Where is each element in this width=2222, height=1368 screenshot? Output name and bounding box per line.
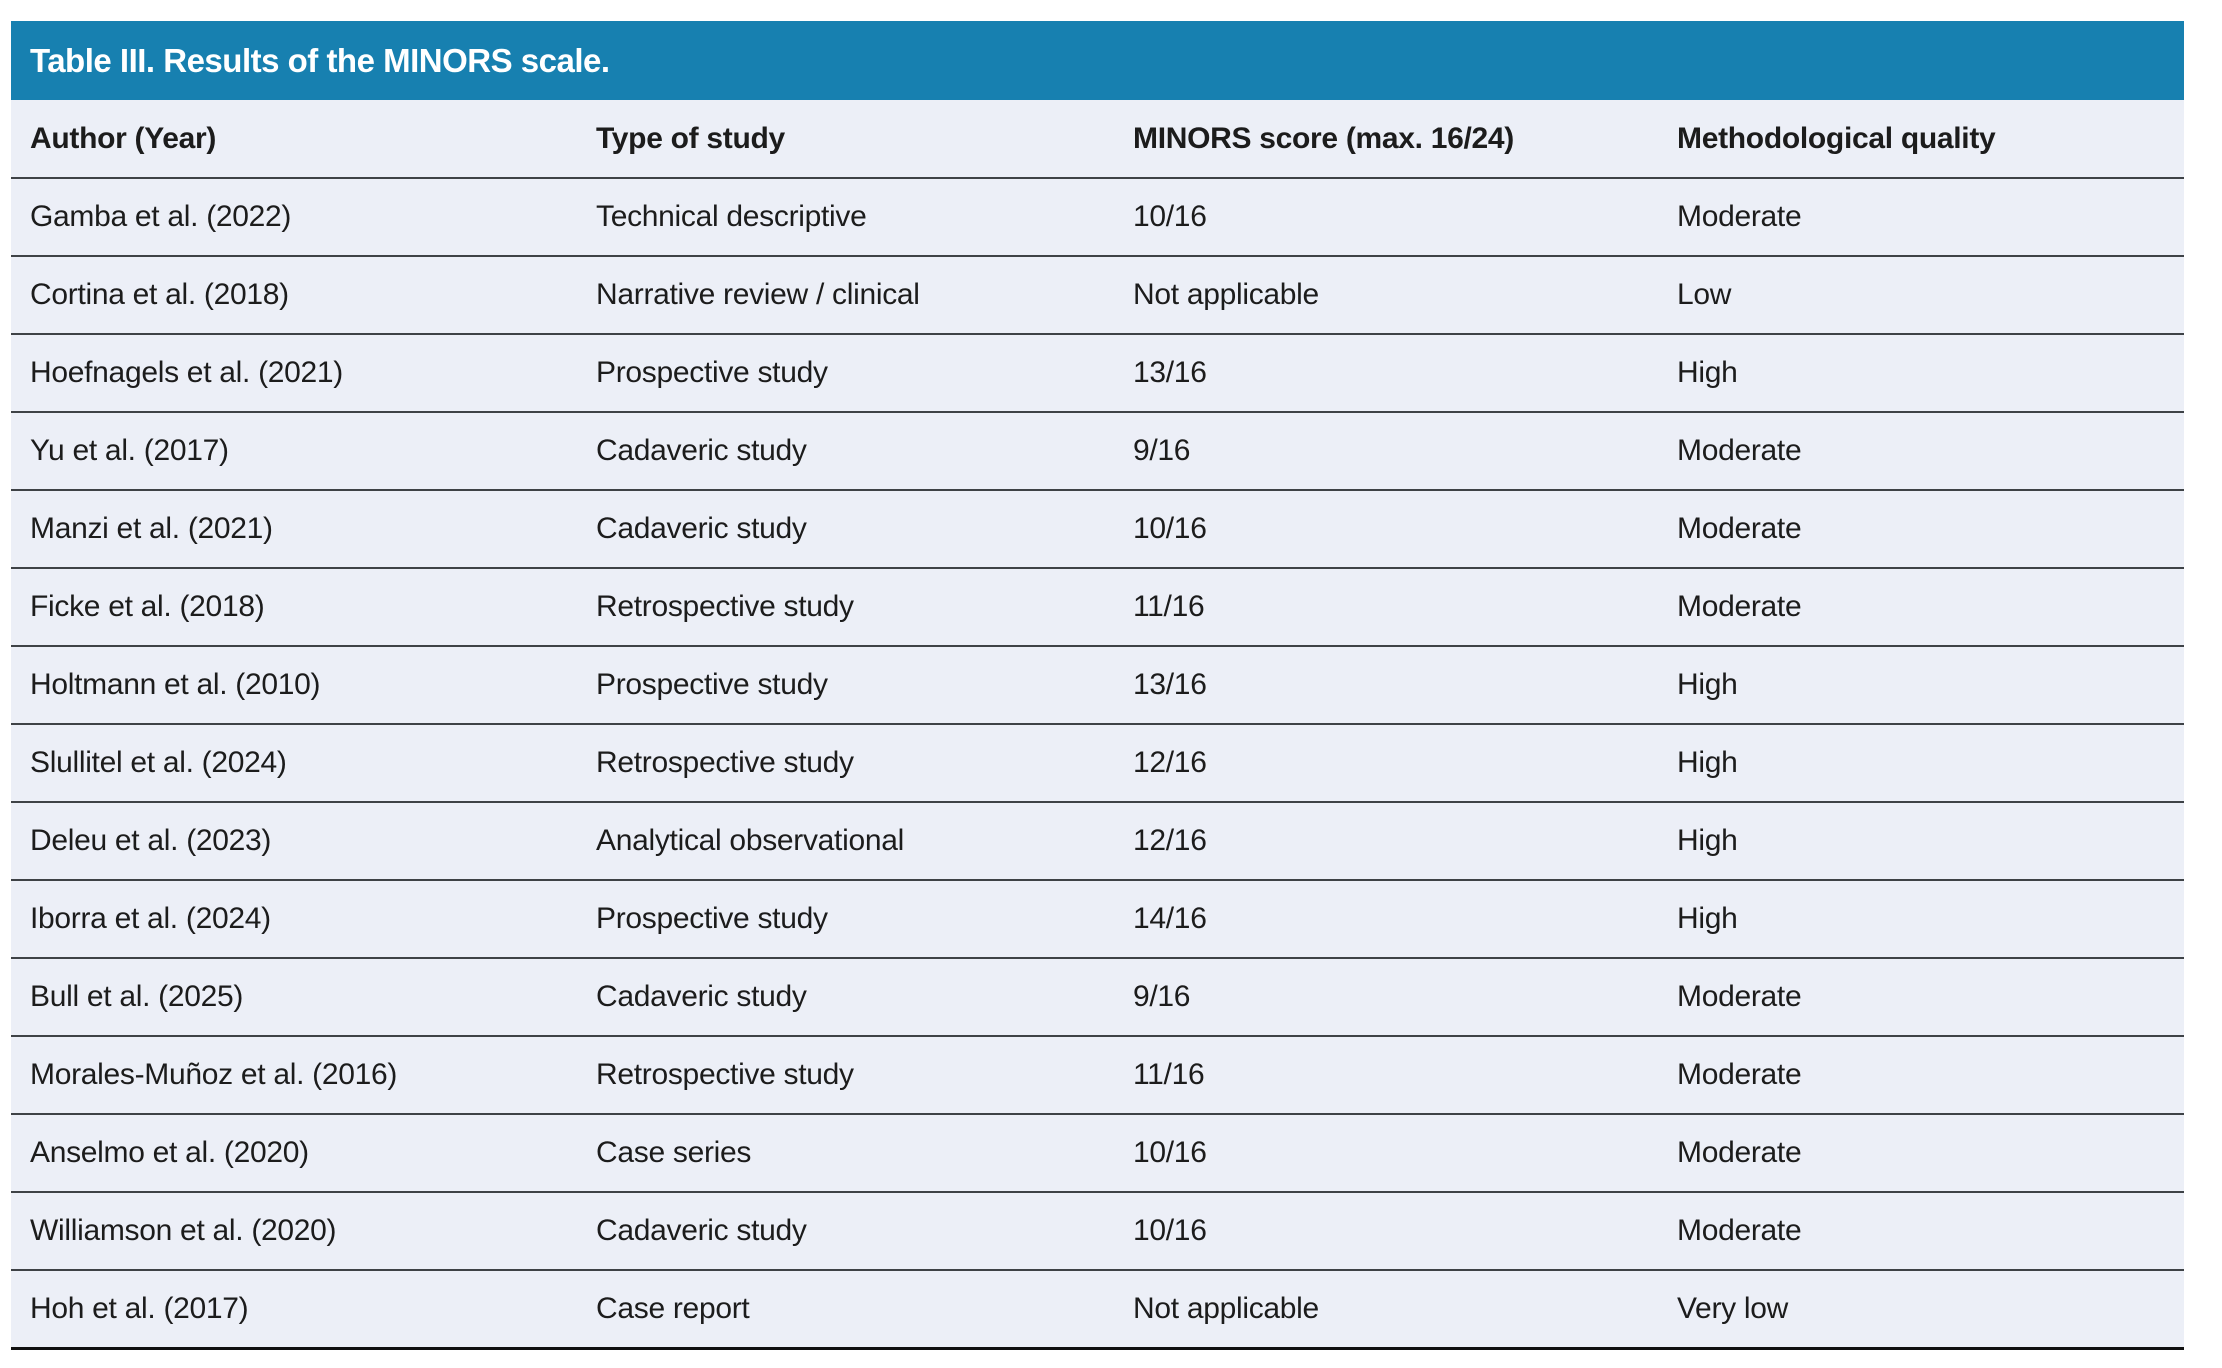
table-row: Cortina et al. (2018) Narrative review /…	[11, 256, 2184, 335]
cell-type: Technical descriptive	[581, 178, 1118, 257]
table-row: Ficke et al. (2018) Retrospective study …	[11, 568, 2184, 647]
cell-quality: Moderate	[1662, 412, 2184, 491]
cell-author: Slullitel et al. (2024)	[11, 724, 581, 803]
cell-quality: High	[1662, 724, 2184, 803]
column-header-score: MINORS score (max. 16/24)	[1118, 100, 1662, 179]
cell-quality: Very low	[1662, 1270, 2184, 1350]
column-header-type: Type of study	[581, 100, 1118, 179]
cell-author: Holtmann et al. (2010)	[11, 646, 581, 725]
cell-quality: High	[1662, 880, 2184, 959]
cell-score: 11/16	[1118, 1036, 1662, 1115]
cell-author: Manzi et al. (2021)	[11, 490, 581, 569]
cell-type: Retrospective study	[581, 724, 1118, 803]
cell-type: Case report	[581, 1270, 1118, 1350]
cell-quality: Moderate	[1662, 568, 2184, 647]
cell-author: Cortina et al. (2018)	[11, 256, 581, 335]
table-title: Table III. Results of the MINORS scale.	[30, 41, 610, 79]
cell-author: Anselmo et al. (2020)	[11, 1114, 581, 1193]
cell-type: Case series	[581, 1114, 1118, 1193]
cell-score: 13/16	[1118, 646, 1662, 725]
cell-score: 9/16	[1118, 958, 1662, 1037]
cell-author: Hoefnagels et al. (2021)	[11, 334, 581, 413]
table-row: Yu et al. (2017) Cadaveric study 9/16 Mo…	[11, 412, 2184, 491]
cell-quality: Low	[1662, 256, 2184, 335]
cell-author: Ficke et al. (2018)	[11, 568, 581, 647]
minors-table-figure: Table III. Results of the MINORS scale. …	[11, 21, 2184, 1350]
table-row: Hoefnagels et al. (2021) Prospective stu…	[11, 334, 2184, 413]
cell-author: Bull et al. (2025)	[11, 958, 581, 1037]
column-header-author: Author (Year)	[11, 100, 581, 179]
cell-score: Not applicable	[1118, 256, 1662, 335]
cell-quality: Moderate	[1662, 1114, 2184, 1193]
cell-type: Prospective study	[581, 646, 1118, 725]
table-row: Holtmann et al. (2010) Prospective study…	[11, 646, 2184, 725]
cell-type: Analytical observational	[581, 802, 1118, 881]
table-row: Morales-Muñoz et al. (2016) Retrospectiv…	[11, 1036, 2184, 1115]
cell-type: Cadaveric study	[581, 412, 1118, 491]
cell-quality: Moderate	[1662, 1192, 2184, 1271]
table-row: Hoh et al. (2017) Case report Not applic…	[11, 1270, 2184, 1350]
cell-quality: Moderate	[1662, 490, 2184, 569]
cell-quality: High	[1662, 802, 2184, 881]
cell-type: Prospective study	[581, 880, 1118, 959]
table-row: Williamson et al. (2020) Cadaveric study…	[11, 1192, 2184, 1271]
table-title-bar: Table III. Results of the MINORS scale.	[11, 21, 2184, 100]
table-row: Iborra et al. (2024) Prospective study 1…	[11, 880, 2184, 959]
cell-author: Yu et al. (2017)	[11, 412, 581, 491]
cell-score: 12/16	[1118, 724, 1662, 803]
table-body: Gamba et al. (2022) Technical descriptiv…	[11, 178, 2184, 1350]
table-row: Deleu et al. (2023) Analytical observati…	[11, 802, 2184, 881]
cell-type: Prospective study	[581, 334, 1118, 413]
cell-score: 10/16	[1118, 1114, 1662, 1193]
cell-quality: High	[1662, 646, 2184, 725]
cell-score: Not applicable	[1118, 1270, 1662, 1350]
cell-type: Cadaveric study	[581, 958, 1118, 1037]
table-row: Slullitel et al. (2024) Retrospective st…	[11, 724, 2184, 803]
cell-author: Hoh et al. (2017)	[11, 1270, 581, 1350]
cell-author: Gamba et al. (2022)	[11, 178, 581, 257]
cell-score: 11/16	[1118, 568, 1662, 647]
minors-results-table: Author (Year) Type of study MINORS score…	[11, 100, 2184, 1350]
cell-author: Deleu et al. (2023)	[11, 802, 581, 881]
cell-quality: Moderate	[1662, 958, 2184, 1037]
cell-type: Narrative review / clinical	[581, 256, 1118, 335]
cell-quality: Moderate	[1662, 178, 2184, 257]
table-row: Gamba et al. (2022) Technical descriptiv…	[11, 178, 2184, 257]
cell-score: 9/16	[1118, 412, 1662, 491]
cell-score: 13/16	[1118, 334, 1662, 413]
cell-score: 12/16	[1118, 802, 1662, 881]
cell-score: 14/16	[1118, 880, 1662, 959]
cell-type: Retrospective study	[581, 568, 1118, 647]
cell-score: 10/16	[1118, 178, 1662, 257]
table-row: Manzi et al. (2021) Cadaveric study 10/1…	[11, 490, 2184, 569]
cell-type: Retrospective study	[581, 1036, 1118, 1115]
cell-type: Cadaveric study	[581, 1192, 1118, 1271]
cell-score: 10/16	[1118, 1192, 1662, 1271]
cell-author: Morales-Muñoz et al. (2016)	[11, 1036, 581, 1115]
cell-author: Williamson et al. (2020)	[11, 1192, 581, 1271]
header-row: Author (Year) Type of study MINORS score…	[11, 100, 2184, 179]
cell-quality: Moderate	[1662, 1036, 2184, 1115]
cell-type: Cadaveric study	[581, 490, 1118, 569]
table-row: Bull et al. (2025) Cadaveric study 9/16 …	[11, 958, 2184, 1037]
table-row: Anselmo et al. (2020) Case series 10/16 …	[11, 1114, 2184, 1193]
cell-quality: High	[1662, 334, 2184, 413]
column-header-quality: Methodological quality	[1662, 100, 2184, 179]
cell-score: 10/16	[1118, 490, 1662, 569]
cell-author: Iborra et al. (2024)	[11, 880, 581, 959]
